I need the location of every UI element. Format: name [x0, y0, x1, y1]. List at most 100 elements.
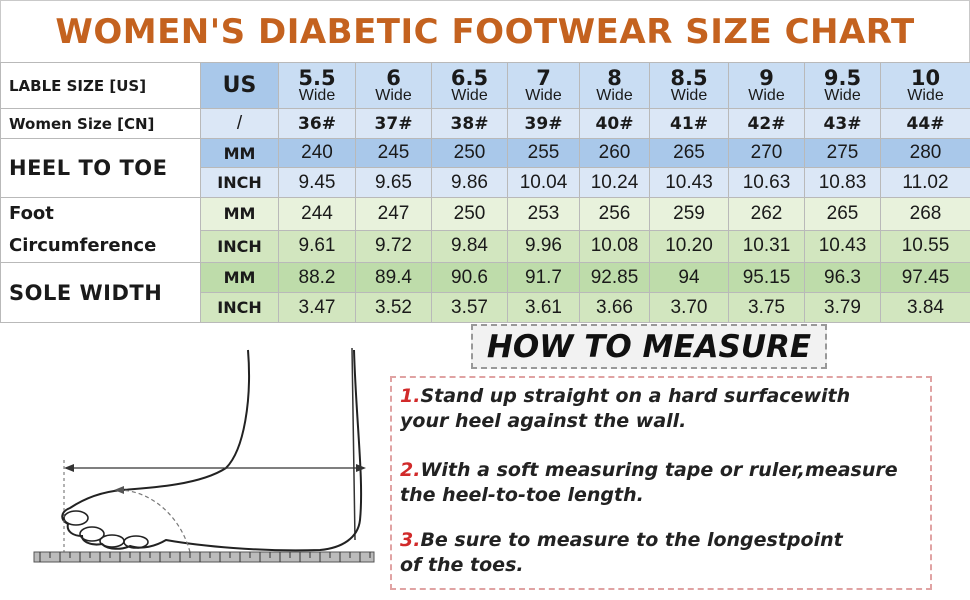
- us-size-cell: 7 Wide: [507, 62, 580, 109]
- sole-mm-cell: 97.45: [880, 262, 970, 293]
- sole-mm-cell: 95.15: [728, 262, 805, 293]
- us-size-cell: 9 Wide: [728, 62, 805, 109]
- sole-mm-cell: 92.85: [579, 262, 650, 293]
- heel-mm-cell: 270: [728, 138, 805, 168]
- unit-inch: INCH: [200, 167, 279, 198]
- foot-label-line2: Circumference: [9, 235, 157, 256]
- us-size-cell: 8.5 Wide: [649, 62, 729, 109]
- foot-mm-cell: 253: [507, 197, 580, 231]
- foot-mm-cell: 247: [355, 197, 432, 231]
- foot-inch-cell: 10.55: [880, 229, 970, 263]
- size-chart-table: LABLE SIZE [US] US 5.5 Wide 6 Wide 6.5 Wide…: [0, 62, 970, 323]
- sole-mm-cell: 90.6: [431, 262, 508, 293]
- cn-size-cell: 40#: [579, 108, 650, 139]
- sole-mm-cell: 96.3: [804, 262, 881, 293]
- us-size-cell: 9.5 Wide: [804, 62, 881, 109]
- foot-mm-cell: 259: [649, 197, 729, 231]
- sole-inch-row: INCH 3.47 3.52 3.57 3.61 3.66 3.70 3.75 …: [1, 292, 970, 323]
- heel-inch-row: INCH 9.45 9.65 9.86 10.04 10.24 10.43 10…: [1, 167, 970, 198]
- foot-inch-cell: 10.20: [649, 229, 729, 263]
- heel-inch-cell: 9.45: [278, 167, 356, 198]
- cn-size-row: Women Size [CN] / 36# 37# 38# 39# 40# 41…: [0, 108, 970, 139]
- row-label-cn: Women Size [CN]: [0, 108, 201, 139]
- heel-inch-cell: 10.04: [507, 167, 580, 198]
- heel-mm-cell: 260: [579, 138, 650, 168]
- step-text-line2: your heel against the wall.: [400, 410, 687, 432]
- sole-inch-cell: 3.57: [431, 292, 508, 323]
- cn-size-cell: 43#: [804, 108, 881, 139]
- heel-mm-cell: 245: [355, 138, 432, 168]
- us-header: US: [200, 62, 279, 109]
- foot-inch-cell: 10.43: [804, 229, 881, 263]
- heel-inch-cell: 9.86: [431, 167, 508, 198]
- sole-inch-cell: 3.75: [728, 292, 805, 323]
- foot-inch-cell: 9.61: [278, 229, 356, 263]
- heel-mm-cell: 240: [278, 138, 356, 168]
- foot-inch-cell: 9.72: [355, 229, 432, 263]
- foot-inch-cell: 9.84: [431, 229, 508, 263]
- sole-inch-cell: 3.70: [649, 292, 729, 323]
- foot-mm-cell: 244: [278, 197, 356, 231]
- foot-label-line1: Foot: [9, 203, 54, 224]
- heel-mm-cell: 275: [804, 138, 881, 168]
- unit-mm: MM: [200, 138, 279, 168]
- foot-inch-cell: 9.96: [507, 229, 580, 263]
- sole-inch-cell: 3.79: [804, 292, 881, 323]
- foot-mm-cell: 265: [804, 197, 881, 231]
- foot-mm-cell: 268: [880, 197, 970, 231]
- sole-mm-cell: 89.4: [355, 262, 432, 293]
- unit-mm: MM: [200, 262, 279, 293]
- step-number: 2.: [400, 459, 421, 481]
- row-label-heel-to-toe: HEEL TO TOE: [0, 138, 201, 198]
- us-size-cell: 10 Wide: [880, 62, 970, 109]
- foot-measurement-icon: [33, 347, 375, 563]
- heel-inch-cell: 11.02: [880, 167, 970, 198]
- foot-inch-row: INCH 9.61 9.72 9.84 9.96 10.08 10.20 10.…: [1, 229, 970, 263]
- heel-inch-cell: 10.24: [579, 167, 650, 198]
- heel-mm-cell: 280: [880, 138, 970, 168]
- sole-inch-cell: 3.61: [507, 292, 580, 323]
- us-size-cell: 6 Wide: [355, 62, 432, 109]
- heel-inch-cell: 10.63: [728, 167, 805, 198]
- foot-inch-cell: 10.31: [728, 229, 805, 263]
- unit-inch: INCH: [200, 292, 279, 323]
- us-size-cell: 5.5 Wide: [278, 62, 356, 109]
- measure-instructions: 1.Stand up straight on a hard surfacewit…: [390, 376, 932, 590]
- heel-inch-cell: 9.65: [355, 167, 432, 198]
- foot-inch-cell: 10.08: [579, 229, 650, 263]
- sole-mm-cell: 88.2: [278, 262, 356, 293]
- cn-size-cell: 36#: [278, 108, 356, 139]
- unit-mm: MM: [200, 197, 279, 231]
- cn-slash: /: [200, 108, 279, 139]
- instruction-step-2: 2.With a soft measuring tape or ruler,me…: [400, 458, 898, 508]
- how-to-measure-heading: HOW TO MEASURE: [471, 324, 827, 369]
- foot-mm-cell: 262: [728, 197, 805, 231]
- cn-size-cell: 38#: [431, 108, 508, 139]
- sole-inch-cell: 3.66: [579, 292, 650, 323]
- sole-inch-cell: 3.84: [880, 292, 970, 323]
- step-number: 3.: [400, 529, 421, 551]
- sole-mm-row: SOLE WIDTH MM 88.2 89.4 90.6 91.7 92.85 …: [0, 262, 970, 323]
- cn-size-cell: 44#: [880, 108, 970, 139]
- foot-mm-cell: 256: [579, 197, 650, 231]
- row-label-foot-circumference: Foot Circumference: [0, 197, 201, 263]
- row-label-sole-width: SOLE WIDTH: [0, 262, 201, 323]
- heel-inch-cell: 10.43: [649, 167, 729, 198]
- sole-mm-cell: 91.7: [507, 262, 580, 293]
- cn-size-cell: 41#: [649, 108, 729, 139]
- foot-mm-cell: 250: [431, 197, 508, 231]
- heel-mm-cell: 265: [649, 138, 729, 168]
- cn-size-cell: 37#: [355, 108, 432, 139]
- sole-mm-cell: 94: [649, 262, 729, 293]
- unit-inch: INCH: [200, 229, 279, 263]
- us-size-cell: 6.5 Wide: [431, 62, 508, 109]
- heel-mm-cell: 255: [507, 138, 580, 168]
- heel-mm-cell: 250: [431, 138, 508, 168]
- step-text-line1: Stand up straight on a hard surfacewith: [420, 385, 851, 407]
- row-label-us: LABLE SIZE [US]: [0, 62, 201, 109]
- cn-size-cell: 42#: [728, 108, 805, 139]
- cn-size-cell: 39#: [507, 108, 580, 139]
- heel-mm-row: HEEL TO TOE MM 240 245 250 255 260 265 2…: [0, 138, 970, 198]
- foot-mm-row: Foot Circumference MM 244 247 250 253 25…: [0, 197, 970, 263]
- step-text-line1: With a soft measuring tape or ruler,meas…: [420, 459, 898, 481]
